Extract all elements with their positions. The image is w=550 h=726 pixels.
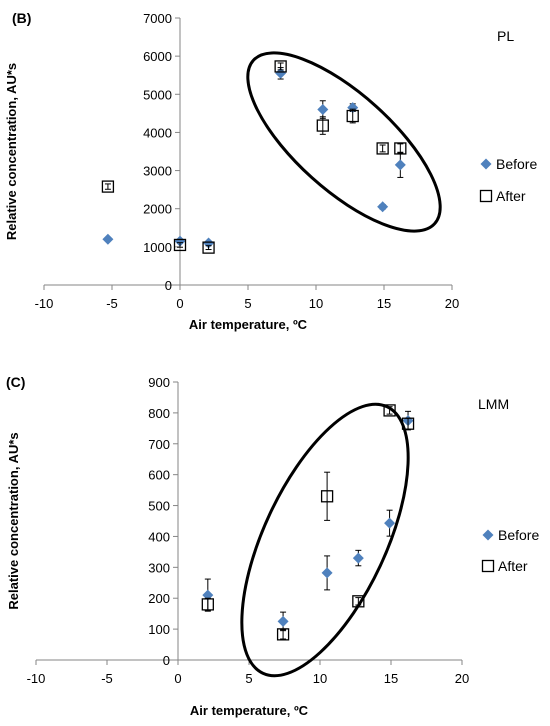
panel-label: (C) <box>6 374 25 390</box>
panel-annotation: PL <box>497 28 514 44</box>
y-tick-label: 500 <box>148 499 170 514</box>
data-point-after <box>202 241 215 254</box>
x-tick-label: -5 <box>106 296 118 311</box>
y-axis-title: Relative concentration, AU*s <box>4 63 19 240</box>
y-tick-label: 1000 <box>143 240 172 255</box>
legend-marker-before <box>480 158 492 170</box>
y-tick-label: 2000 <box>143 202 172 217</box>
data-point-before <box>317 104 329 116</box>
x-tick-label: 20 <box>455 671 469 686</box>
data-point-after <box>276 628 290 641</box>
x-tick-label: 10 <box>309 296 323 311</box>
data-point-before <box>352 552 364 564</box>
data-point-after <box>101 180 115 193</box>
data-point-before <box>174 235 186 247</box>
chart-panel-2: -10 -5 0 5 10 15 20010020030040050060070080090… <box>6 374 539 718</box>
legend-label: Before <box>496 156 537 172</box>
data-point-before <box>321 567 333 579</box>
x-tick-label: -10 <box>35 296 54 311</box>
x-tick-label: 15 <box>377 296 391 311</box>
x-tick-label: 0 <box>174 671 181 686</box>
data-point-after <box>201 598 214 611</box>
legend-label: After <box>496 188 526 204</box>
y-tick-label: 0 <box>165 278 172 293</box>
data-point-after <box>376 142 389 155</box>
y-tick-label: 800 <box>148 406 170 421</box>
x-tick-label: -10 <box>27 671 46 686</box>
data-point-after <box>173 238 187 252</box>
y-tick-label: 700 <box>148 437 170 452</box>
data-point-before <box>384 517 396 529</box>
y-tick-label: 4000 <box>143 125 172 140</box>
y-axis-title: Relative concentration, AU*s <box>6 432 21 609</box>
x-tick-label: -5 <box>101 671 113 686</box>
y-tick-label: 6000 <box>143 49 172 64</box>
y-tick-label: 3000 <box>143 164 172 179</box>
data-point-before <box>102 233 114 245</box>
x-tick-label: 5 <box>245 671 252 686</box>
legend-marker-after <box>481 559 495 573</box>
panel-annotation: LMM <box>478 396 509 412</box>
data-point-after <box>383 404 396 417</box>
data-point-before <box>394 159 406 171</box>
x-tick-label: 5 <box>244 296 251 311</box>
panel-label: (B) <box>12 10 31 26</box>
data-point-after <box>352 595 365 608</box>
x-axis-title: Air temperature, ºC <box>190 703 309 718</box>
y-tick-label: 200 <box>148 591 170 606</box>
legend-marker-before <box>482 529 494 541</box>
data-point-after <box>320 490 334 503</box>
data-point-after <box>274 60 287 73</box>
legend-label: Before <box>498 527 539 543</box>
data-point-before <box>277 615 289 627</box>
y-tick-label: 600 <box>148 468 170 483</box>
legend-label: After <box>498 558 528 574</box>
x-tick-label: 10 <box>313 671 327 686</box>
chart-panel-1: -10 -5 0 5 10 15 20 0 1000 2000 3000 4000 5000 6000 70… <box>4 10 537 332</box>
data-point-after <box>346 109 359 123</box>
data-point-before <box>377 201 389 213</box>
data-point-after <box>394 142 407 155</box>
data-point-after <box>401 417 415 430</box>
data-point-before <box>275 67 287 79</box>
y-tick-label: 7000 <box>143 11 172 26</box>
y-tick-label: 300 <box>148 560 170 575</box>
y-tick-label: 5000 <box>143 87 172 102</box>
x-tick-label: 15 <box>384 671 398 686</box>
x-axis-title: Air temperature, ºC <box>189 317 308 332</box>
y-tick-label: 900 <box>148 375 170 390</box>
y-tick-label: 100 <box>148 622 170 637</box>
y-tick-label: 400 <box>148 529 170 544</box>
x-tick-label: 20 <box>445 296 459 311</box>
x-tick-label: 0 <box>176 296 183 311</box>
legend-marker-after <box>479 189 493 203</box>
data-point-after <box>316 119 329 132</box>
y-tick-label: 0 <box>163 653 170 668</box>
grouping-ellipse <box>246 51 442 233</box>
